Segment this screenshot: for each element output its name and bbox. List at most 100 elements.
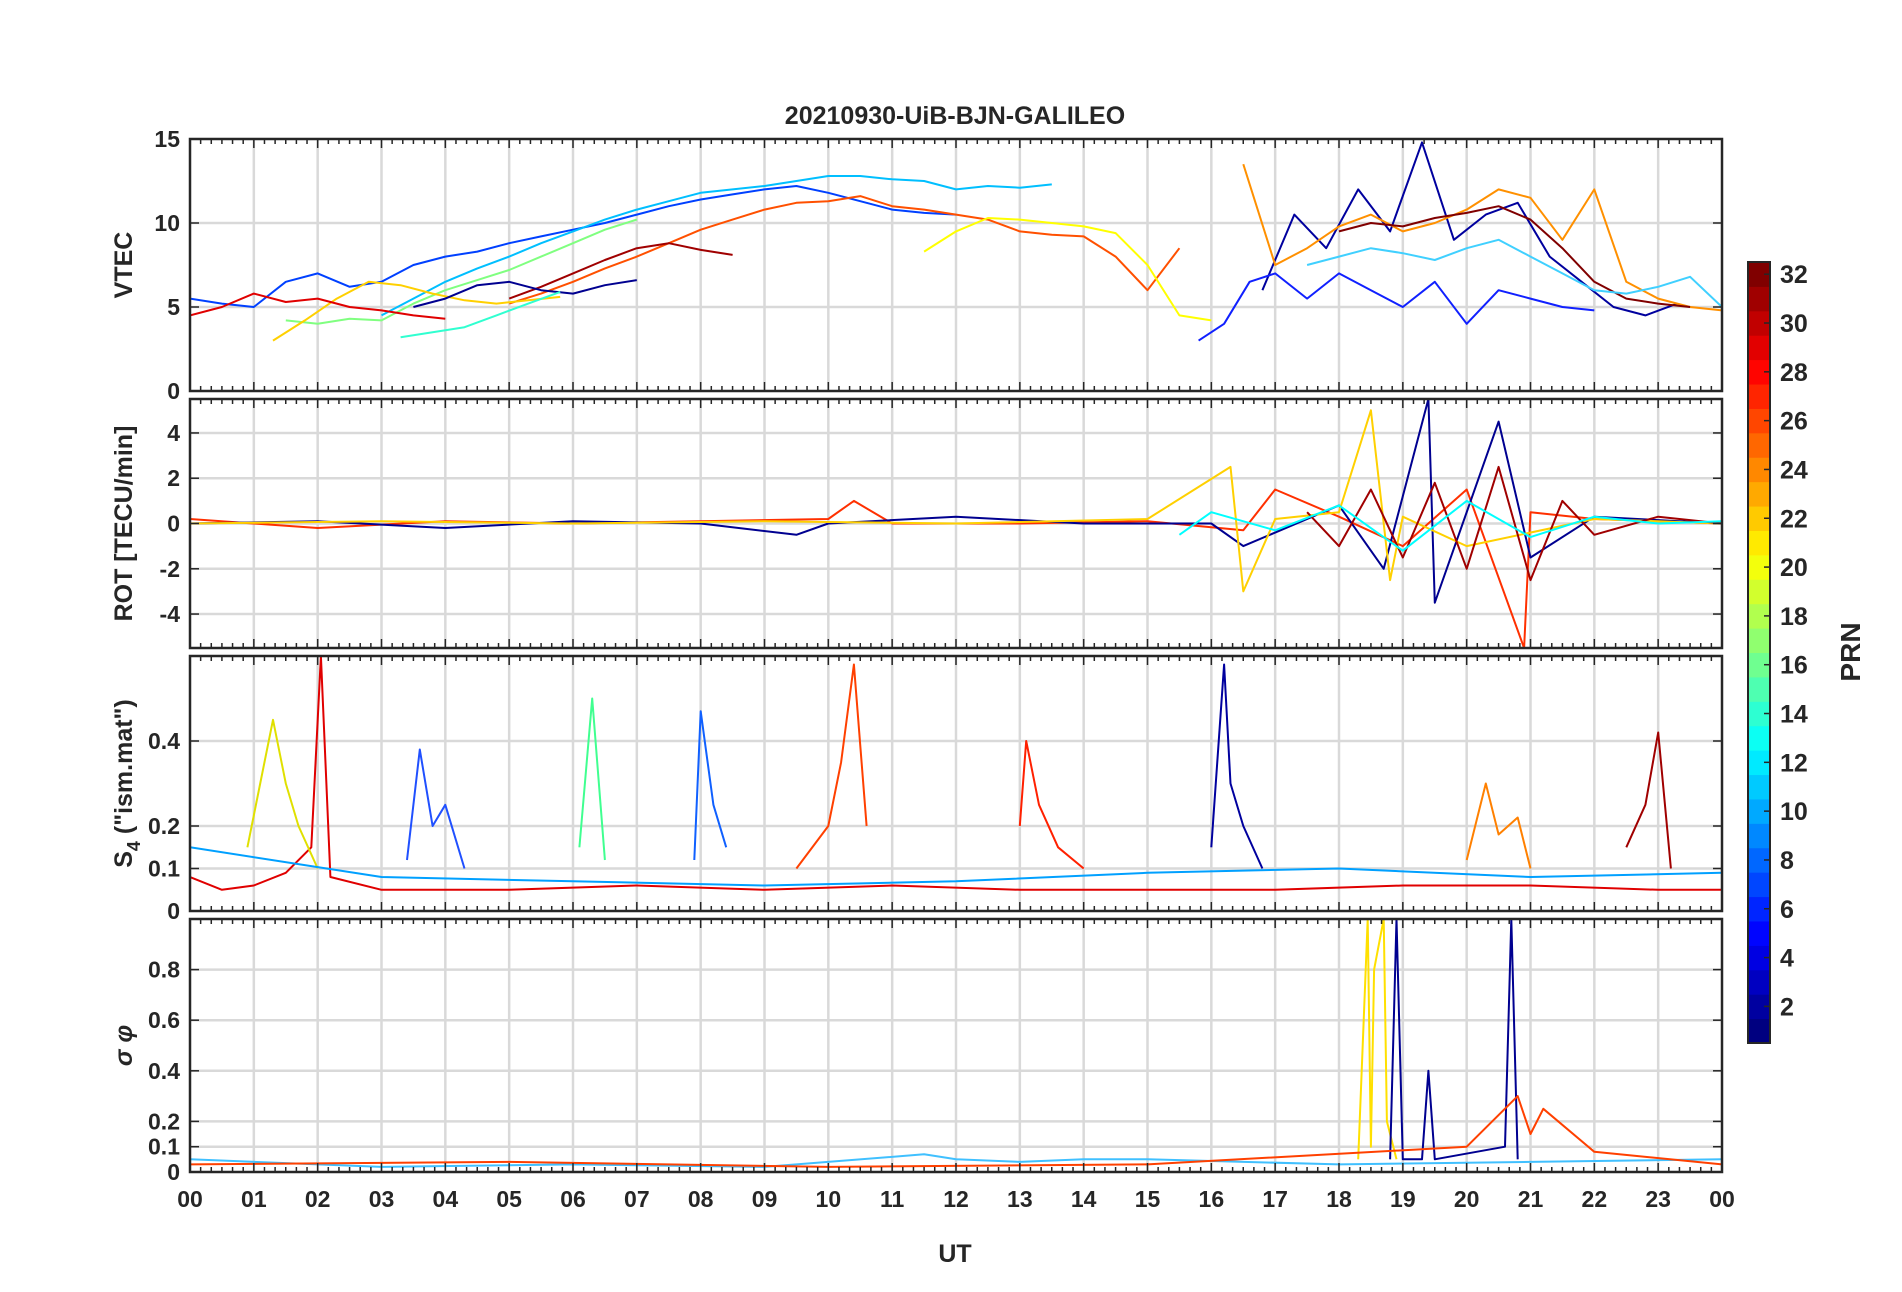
colorbar-segment xyxy=(1748,506,1770,531)
colorbar-segment xyxy=(1748,969,1770,995)
series-line-13 xyxy=(1338,205,1691,308)
y-axis-label: VTEC xyxy=(110,232,138,299)
y-tick-label: 10 xyxy=(154,210,180,236)
x-tick-label: 06 xyxy=(560,1186,586,1212)
colorbar-segment xyxy=(1748,628,1770,653)
series-line-7 xyxy=(1210,663,1264,869)
colorbar-segment xyxy=(1748,530,1770,556)
x-tick-label: 22 xyxy=(1582,1186,1608,1212)
colorbar-segment xyxy=(1748,408,1770,434)
y-tick-label: 0.1 xyxy=(148,856,180,882)
colorbar-tick-label: 12 xyxy=(1780,749,1808,777)
colorbar-tick-label: 32 xyxy=(1780,261,1808,289)
x-tick-label: 15 xyxy=(1135,1186,1161,1212)
colorbar-segment xyxy=(1748,481,1770,507)
colorbar-segment xyxy=(1748,457,1770,483)
grid-vtec xyxy=(190,139,1722,391)
grid-sigma_phi xyxy=(190,919,1722,1172)
series-group xyxy=(190,399,1722,648)
x-tick-label: 00 xyxy=(1709,1186,1735,1212)
series-line-5 xyxy=(272,280,561,342)
y-tick-label: 0.2 xyxy=(148,813,180,839)
x-tick-label: 09 xyxy=(752,1186,778,1212)
colorbar-segment xyxy=(1748,774,1770,800)
series-group xyxy=(190,141,1722,342)
colorbar-segment xyxy=(1748,359,1770,385)
series-line-4 xyxy=(693,710,728,861)
colorbar-segment xyxy=(1748,652,1770,678)
series-line-12 xyxy=(1198,272,1595,342)
x-tick-label: 14 xyxy=(1071,1186,1097,1212)
colorbar-tick-label: 22 xyxy=(1780,505,1808,533)
x-axis: 00 01 02 03 04 05 06 07 08 09 10 11 12 13 14 15 16 17 18 19… xyxy=(177,1186,1735,1212)
series-line-8 xyxy=(1465,782,1532,869)
y-tick-label: 0 xyxy=(167,898,180,924)
colorbar-segment xyxy=(1748,994,1770,1020)
x-tick-label: 02 xyxy=(305,1186,331,1212)
colorbar-tick-label: 20 xyxy=(1780,554,1808,582)
y-tick-label: 0.4 xyxy=(148,728,180,754)
x-tick-label: 05 xyxy=(496,1186,522,1212)
y-tick-label: 0 xyxy=(167,378,180,404)
series-group xyxy=(190,656,1722,891)
series-line-10 xyxy=(190,846,1722,887)
series-line-2 xyxy=(406,748,466,869)
x-tick-label: 16 xyxy=(1199,1186,1225,1212)
colorbar-segment xyxy=(1748,896,1770,922)
x-tick-label: 10 xyxy=(816,1186,842,1212)
colorbar-segment xyxy=(1748,676,1770,702)
colorbar-segment xyxy=(1748,823,1770,849)
y-tick-label: 0 xyxy=(167,511,180,537)
colorbar-tick-label: 26 xyxy=(1780,408,1808,436)
series-line-3 xyxy=(508,242,733,300)
y-axis-label: ROT [TECU/min] xyxy=(110,426,138,622)
colorbar-segment xyxy=(1748,554,1770,580)
colorbar-segment xyxy=(1748,920,1770,946)
colorbar-segment xyxy=(1748,579,1770,605)
series-line-14 xyxy=(1306,238,1722,308)
series-line-9 xyxy=(1625,731,1672,869)
panel-vtec: 0 5 10 15 VTEC xyxy=(110,126,1724,404)
series-line-10 xyxy=(1261,141,1678,317)
colorbar-segment xyxy=(1748,286,1770,312)
colorbar-tick-label: 14 xyxy=(1780,701,1808,729)
colorbar-segment xyxy=(1748,701,1770,727)
series-line-0 xyxy=(190,1153,1722,1168)
series-line-0 xyxy=(190,185,957,308)
series-line-3 xyxy=(190,1095,1722,1168)
series-line-1 xyxy=(190,399,1722,604)
colorbar-segment xyxy=(1748,725,1770,751)
colorbar-segment xyxy=(1748,945,1770,971)
series-line-2 xyxy=(190,409,1722,593)
x-axis-label: UT xyxy=(938,1240,971,1268)
x-tick-label: 19 xyxy=(1390,1186,1416,1212)
series-line-2 xyxy=(508,195,1181,305)
y-tick-label: -4 xyxy=(160,601,181,627)
colorbar-segment xyxy=(1748,310,1770,336)
x-tick-label: 12 xyxy=(943,1186,969,1212)
chart-title: 20210930-UiB-BJN-GALILEO xyxy=(785,102,1125,130)
colorbar-segment xyxy=(1748,872,1770,898)
colorbar-segment xyxy=(1748,384,1770,409)
y-tick-label: 0.2 xyxy=(148,1108,180,1134)
colorbar-segment xyxy=(1748,847,1770,873)
x-tick-label: 03 xyxy=(369,1186,395,1212)
panel-rot: -4 -2 0 2 4 ROT [TECU/min] xyxy=(110,397,1724,650)
y-tick-label: 15 xyxy=(154,126,180,152)
colorbar-segment xyxy=(1748,432,1770,458)
y-tick-label: 5 xyxy=(167,294,180,320)
colorbar-segment xyxy=(1748,798,1770,824)
y-tick-label: 0 xyxy=(167,1159,180,1185)
series-line-0 xyxy=(190,656,1722,891)
grid-s4 xyxy=(190,656,1722,911)
y-tick-label: 4 xyxy=(167,420,180,446)
series-line-2 xyxy=(1389,919,1519,1161)
colorbar-tick-label: 6 xyxy=(1780,896,1794,924)
series-line-7 xyxy=(190,292,446,320)
y-tick-label: 0.8 xyxy=(148,957,180,983)
series-line-6 xyxy=(1018,740,1085,870)
x-tick-label: 13 xyxy=(1007,1186,1033,1212)
